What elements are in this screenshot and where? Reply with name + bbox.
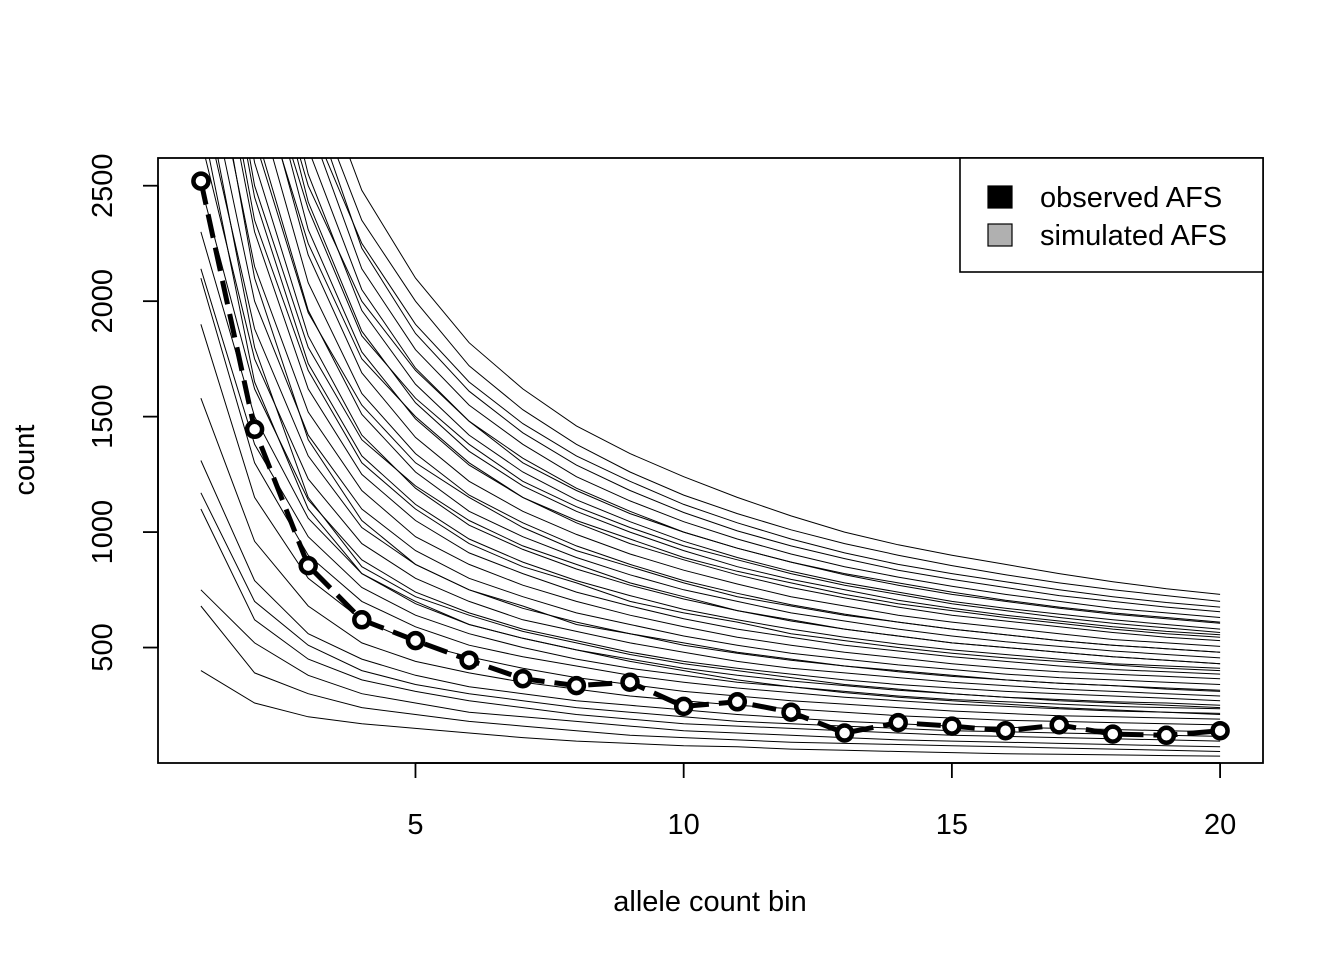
simulated-afs-line [330, 158, 1221, 613]
y-tick-label: 1500 [87, 384, 119, 449]
simulated-afs-line [272, 158, 1221, 653]
simulated-afs-line [200, 492, 1221, 737]
y-tick-label: 2500 [87, 153, 119, 218]
x-tick-label: 20 [1204, 809, 1236, 841]
observed-afs-point [1103, 724, 1123, 744]
observed-afs-point [566, 675, 587, 696]
legend-label-observed: observed AFS [1040, 182, 1222, 214]
simulated-afs-line [200, 277, 1221, 714]
simulated-afs-line [281, 158, 1221, 647]
simulated-afs-line [242, 158, 1221, 672]
simulated-afs-line [321, 158, 1221, 618]
simulated-afs-line [281, 158, 1221, 638]
observed-afs-point [1049, 715, 1069, 735]
observed-afs-point [942, 716, 962, 736]
observed-afs-point [1210, 720, 1230, 741]
simulated-afs-line [296, 158, 1221, 636]
observed-afs-point [405, 630, 426, 651]
observed-afs-point [995, 720, 1016, 741]
observed-afs-point [834, 723, 855, 743]
observed-afs-point [673, 696, 694, 717]
simulated-afs-line [200, 398, 1221, 726]
x-axis-label: allele count bin [613, 886, 806, 918]
simulated-afs-line [232, 158, 1221, 680]
simulated-afs-line [289, 158, 1221, 642]
legend-swatch-observed [987, 185, 1013, 209]
simulated-afs-line [200, 670, 1221, 757]
observed-afs-point [298, 555, 318, 576]
legend: observed AFS simulated AFS [959, 157, 1264, 273]
simulated-afs-line [246, 158, 1221, 669]
y-tick-label: 2000 [87, 269, 119, 334]
simulated-afs-line [239, 158, 1221, 675]
observed-afs-point [727, 692, 748, 712]
simulated-afs-line [337, 158, 1221, 602]
simulated-afs-line [291, 158, 1221, 633]
observed-afs-series [191, 171, 1230, 746]
simulated-afs-line [208, 158, 1221, 715]
simulated-afs-line [200, 508, 1221, 742]
x-tick-label: 10 [668, 809, 700, 841]
y-tick-label: 500 [87, 623, 119, 671]
simulated-afs-line [349, 158, 1221, 595]
simulated-afs-line [200, 605, 1221, 752]
simulated-afs-line [217, 158, 1221, 709]
simulated-afs-line [249, 158, 1221, 665]
simulated-afs-lines [200, 158, 1221, 757]
simulated-afs-line [325, 158, 1221, 608]
observed-afs-point [244, 419, 265, 440]
observed-afs-point [620, 672, 640, 692]
simulated-afs-line [262, 158, 1221, 659]
x-tick-label: 15 [936, 809, 968, 841]
simulated-afs-line [204, 158, 1221, 697]
simulated-afs-line [200, 268, 1221, 710]
observed-afs-point [1156, 725, 1177, 746]
observed-afs-point [352, 610, 372, 630]
x-axis: 5 10 15 20 [407, 762, 1236, 841]
simulated-afs-line [232, 158, 1221, 692]
simulated-afs-line [200, 589, 1221, 748]
y-tick-label: 1000 [87, 500, 119, 565]
x-tick-label: 5 [407, 809, 423, 841]
observed-afs-point [888, 712, 908, 733]
simulated-afs-line [299, 158, 1221, 623]
y-axis-label: count [9, 425, 41, 496]
observed-afs-point [459, 650, 479, 670]
simulated-afs-line [259, 158, 1221, 653]
y-axis: 500 1000 1500 2000 2500 [87, 153, 159, 672]
simulated-afs-line [200, 185, 1221, 702]
legend-label-simulated: simulated AFS [1040, 220, 1227, 252]
legend-box [959, 157, 1264, 273]
simulated-afs-line [223, 158, 1221, 685]
observed-afs-point [191, 171, 211, 191]
legend-swatch-simulated [987, 223, 1013, 247]
observed-afs-point [781, 702, 801, 722]
observed-afs-point [513, 668, 533, 689]
simulated-afs-line [303, 158, 1221, 630]
